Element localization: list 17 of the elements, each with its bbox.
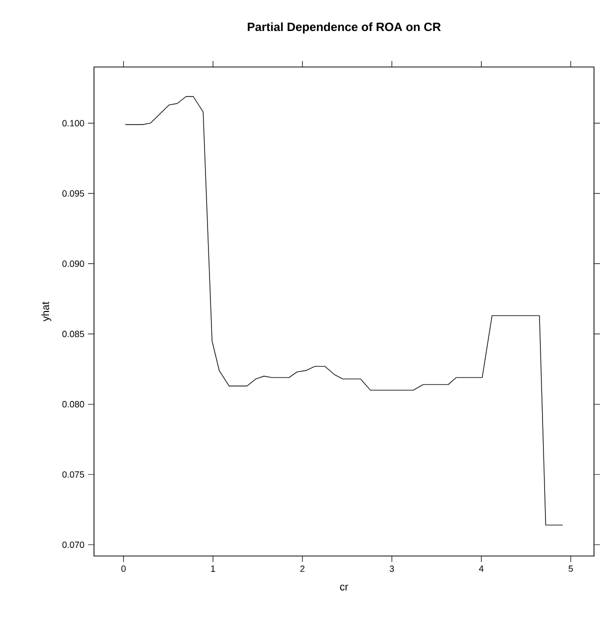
x-tick-label: 3 bbox=[390, 566, 394, 572]
y-tick-label: 0.075 bbox=[62, 471, 84, 478]
y-tick-label: 0.090 bbox=[62, 260, 84, 267]
y-tick-label: 0.095 bbox=[62, 190, 84, 197]
x-axis-title: cr bbox=[340, 584, 348, 590]
x-tick-label: 4 bbox=[479, 566, 484, 572]
line-series bbox=[124, 96, 564, 526]
x-tick-label: 2 bbox=[300, 566, 304, 572]
y-tick-label: 0.080 bbox=[62, 401, 84, 408]
y-tick-label: 0.100 bbox=[62, 120, 84, 126]
y-tick-label: 0.085 bbox=[62, 330, 84, 338]
x-tick-label: 5 bbox=[568, 566, 573, 572]
x-tick-label: 0 bbox=[121, 566, 126, 572]
y-tick-label: 0.070 bbox=[62, 542, 84, 548]
y-axis-title: yhat bbox=[41, 302, 52, 322]
x-tick-label: 1 bbox=[211, 566, 216, 572]
chart-title: Partial Dependence of ROA on CR bbox=[248, 22, 441, 34]
